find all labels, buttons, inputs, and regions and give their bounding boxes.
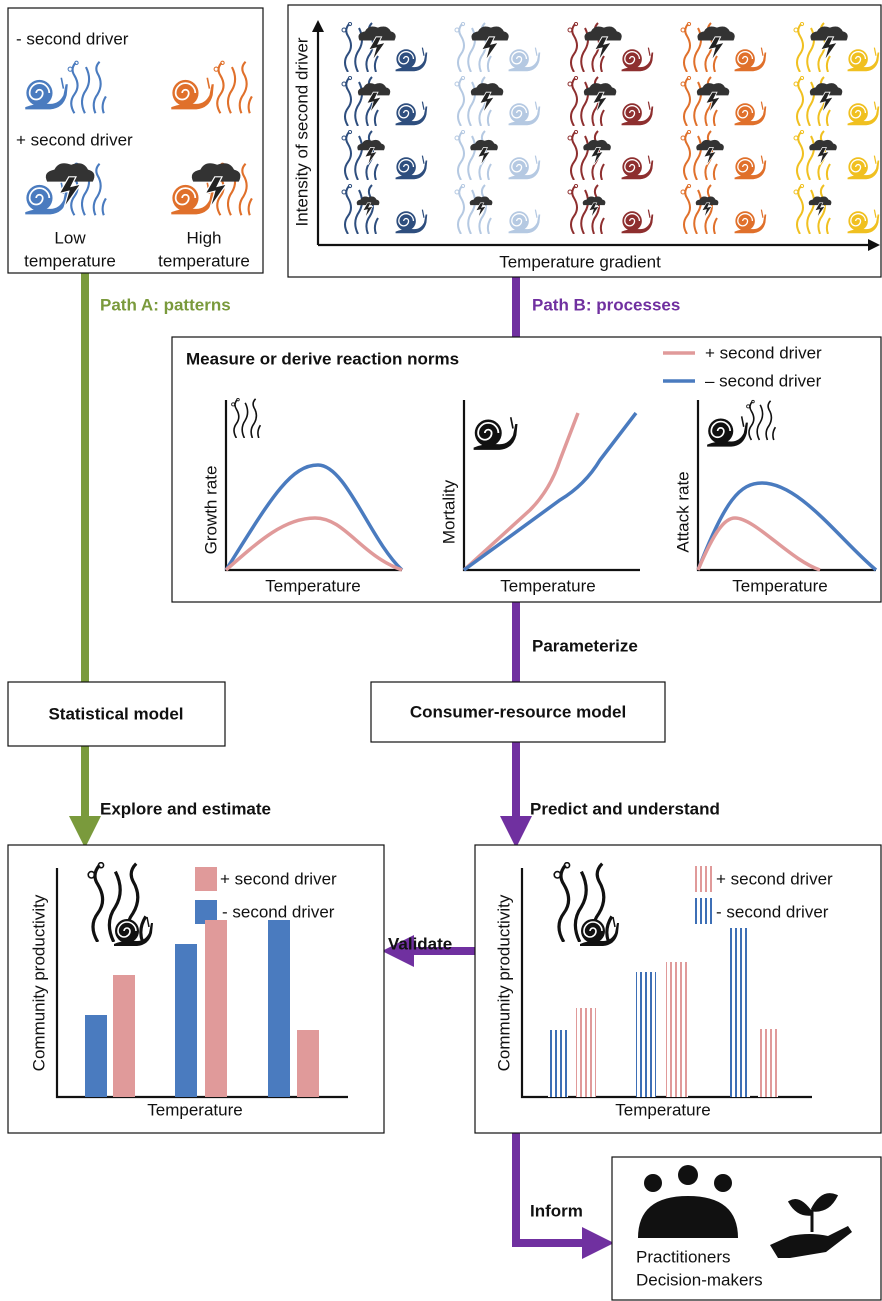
- drivers-panel: [7, 7, 264, 274]
- legend-swatch: [693, 866, 713, 892]
- bar: [297, 1030, 319, 1097]
- bar: [85, 1015, 107, 1097]
- reaction-norms-panel: [171, 336, 882, 603]
- legend-swatch: [195, 900, 217, 924]
- x-label: Temperature: [732, 576, 827, 595]
- stakeholder-label: Decision-makers: [636, 1270, 763, 1289]
- predict-label: Predict and understand: [530, 799, 720, 818]
- x-label: Temperature: [500, 576, 595, 595]
- axis-arrow: [312, 20, 324, 32]
- legend-swatch: [693, 898, 713, 924]
- high-label: High: [187, 228, 222, 247]
- bar: [636, 972, 656, 1097]
- statistical-model-box: [7, 681, 226, 747]
- curve: [462, 411, 638, 572]
- bar: [113, 975, 135, 1097]
- bar: [268, 920, 290, 1097]
- legend-label: + second driver: [705, 343, 822, 362]
- axes: [520, 868, 812, 1099]
- x-label: Temperature: [265, 576, 360, 595]
- legend-swatch: [195, 867, 217, 891]
- legend-label: – second driver: [705, 371, 822, 390]
- reaction-norms-title: Measure or derive reaction norms: [186, 349, 459, 368]
- low-label: Low: [54, 228, 86, 247]
- legend-label: - second driver: [716, 902, 829, 921]
- plus-label: + second driver: [16, 130, 133, 149]
- legend-label: + second driver: [716, 869, 833, 888]
- curve: [224, 516, 403, 572]
- plant-icon: [770, 1193, 852, 1258]
- bar: [175, 944, 197, 1097]
- legend-label: - second driver: [222, 902, 335, 921]
- bar: [576, 1008, 596, 1097]
- x-axis-label: Temperature gradient: [499, 252, 661, 271]
- inform-label: Inform: [530, 1201, 583, 1220]
- path-a-label: Path A: patterns: [100, 295, 231, 314]
- people-icon: [638, 1165, 738, 1238]
- legend-label: + second driver: [220, 869, 337, 888]
- axes: [55, 868, 348, 1099]
- bar: [666, 962, 688, 1097]
- curve: [696, 481, 878, 572]
- curve: [696, 516, 821, 572]
- explore-label: Explore and estimate: [100, 799, 271, 818]
- bar: [758, 1029, 778, 1097]
- y-axis-label: Intensity of second driver: [292, 37, 311, 226]
- y-label: Community productivity: [494, 894, 513, 1071]
- consumer-model-box: [370, 681, 666, 743]
- parameterize-label: Parameterize: [532, 636, 638, 655]
- bar: [548, 1030, 568, 1097]
- minus-label: - second driver: [16, 29, 129, 48]
- curve: [224, 463, 404, 572]
- bar: [730, 928, 750, 1097]
- x-label: Temperature: [615, 1100, 710, 1119]
- validate-label: Validate: [388, 934, 452, 953]
- low-label: temperature: [24, 251, 116, 270]
- y-label: Growth rate: [201, 466, 220, 555]
- bar: [205, 920, 227, 1097]
- statistical-model: Statistical model: [48, 704, 183, 723]
- y-label: Community productivity: [29, 894, 48, 1071]
- axis-arrow: [868, 239, 880, 251]
- high-label: temperature: [158, 251, 250, 270]
- y-label: Attack rate: [673, 471, 692, 552]
- path-b-label: Path B: processes: [532, 295, 680, 314]
- y-label: Mortality: [439, 479, 458, 544]
- connectors: [69, 273, 614, 1259]
- curve: [462, 412, 580, 572]
- x-label: Temperature: [147, 1100, 242, 1119]
- consumer-resource-model: Consumer-resource model: [410, 702, 626, 721]
- stakeholder-label: Practitioners: [636, 1247, 730, 1266]
